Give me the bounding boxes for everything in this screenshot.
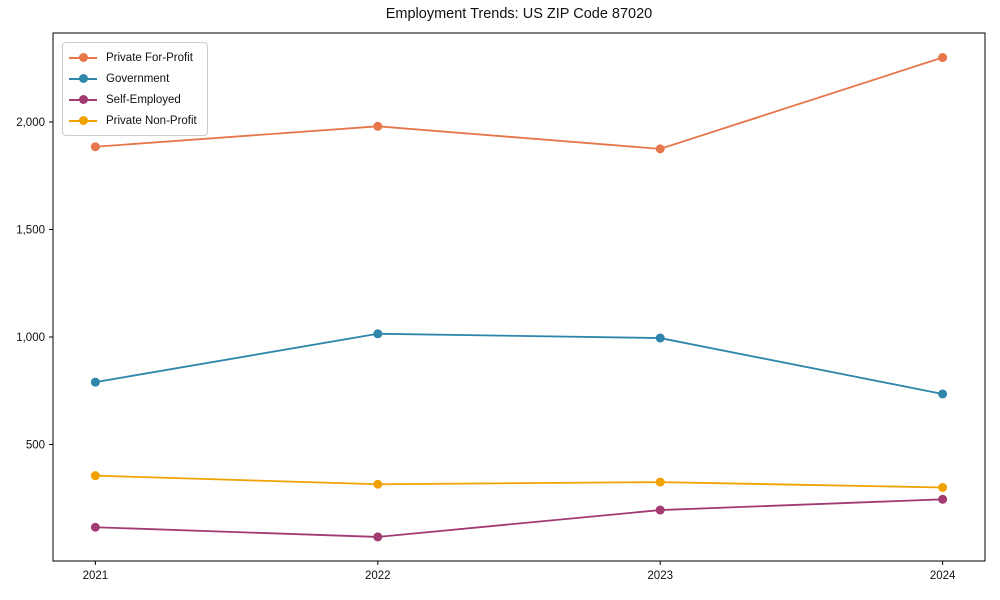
legend: Private For-Profit Government Self-Employe… xyxy=(62,42,208,136)
series-line-private-non-profit xyxy=(94,474,944,489)
axes-border xyxy=(52,32,986,562)
legend-label: Private For-Profit xyxy=(106,51,193,64)
data-point-government xyxy=(90,377,100,387)
y-tick-label: 2,000 xyxy=(16,117,45,129)
data-point-private-for-profit xyxy=(655,144,665,154)
data-point-private-non-profit xyxy=(938,482,948,492)
data-point-private-non-profit xyxy=(90,471,100,481)
legend-marker-icon xyxy=(69,112,97,129)
data-point-government xyxy=(373,329,383,339)
legend-item: Private For-Profit xyxy=(69,49,197,66)
data-point-self-employed xyxy=(373,532,383,542)
y-tick-label: 500 xyxy=(26,439,45,451)
data-point-self-employed xyxy=(938,494,948,504)
x-tick-label: 2021 xyxy=(83,570,109,582)
legend-marker-icon xyxy=(69,70,97,87)
data-point-private-non-profit xyxy=(373,479,383,489)
series-line-self-employed xyxy=(94,498,944,538)
chart-title: Employment Trends: US ZIP Code 87020 xyxy=(385,6,653,22)
data-point-private-for-profit xyxy=(373,121,383,131)
x-tick-label: 2022 xyxy=(365,570,391,582)
legend-marker-icon xyxy=(69,91,97,108)
data-point-private-non-profit xyxy=(655,477,665,487)
data-point-private-for-profit xyxy=(938,53,948,63)
data-point-private-for-profit xyxy=(90,142,100,152)
legend-item: Self-Employed xyxy=(69,91,197,108)
legend-label: Private Non-Profit xyxy=(106,114,197,127)
legend-item: Private Non-Profit xyxy=(69,112,197,129)
legend-label: Government xyxy=(106,72,170,85)
y-tick-label: 1,500 xyxy=(16,224,45,236)
y-tick-label: 1,000 xyxy=(16,332,45,344)
data-point-self-employed xyxy=(90,522,100,532)
x-tick-label: 2023 xyxy=(647,570,673,582)
data-point-government xyxy=(938,389,948,399)
legend-item: Government xyxy=(69,70,197,87)
legend-marker-icon xyxy=(69,49,97,66)
series-line-private-for-profit xyxy=(94,56,944,150)
data-point-self-employed xyxy=(655,505,665,515)
x-tick-label: 2024 xyxy=(930,570,956,582)
data-point-government xyxy=(655,333,665,343)
series-line-government xyxy=(94,332,944,395)
legend-label: Self-Employed xyxy=(106,93,181,106)
